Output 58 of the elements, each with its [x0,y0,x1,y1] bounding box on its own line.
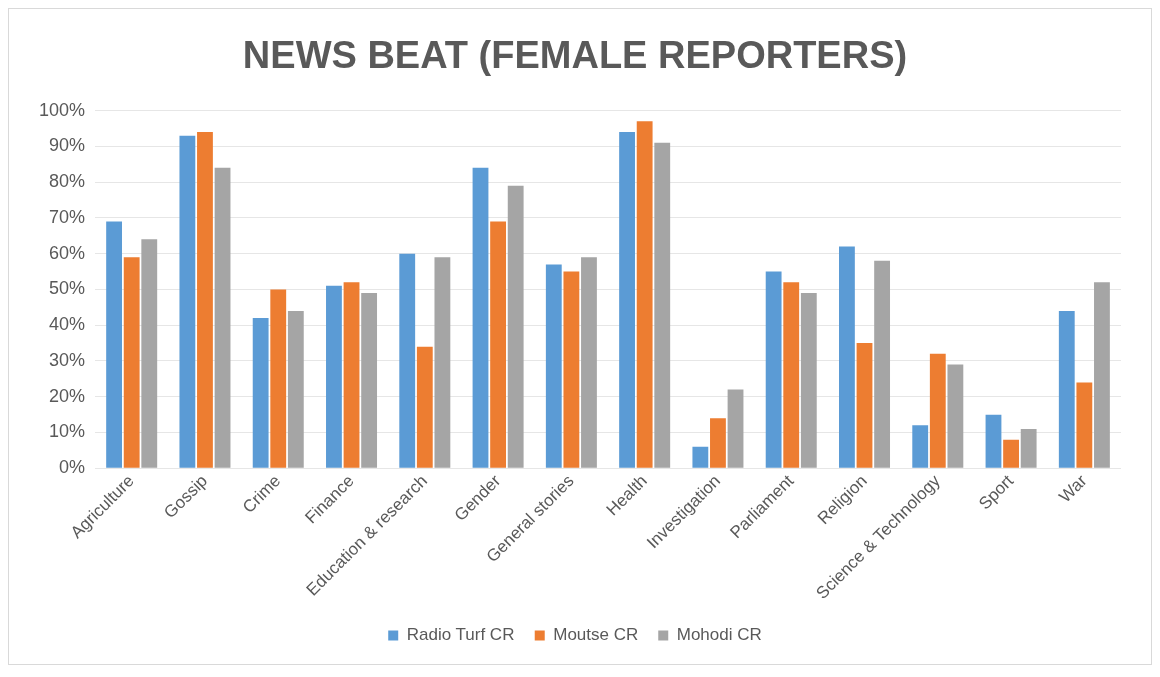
bar [783,282,800,468]
bar [1058,310,1075,468]
bar [472,167,489,468]
bar [123,257,140,468]
bar [490,221,507,468]
bar [581,257,597,468]
bar [800,293,817,468]
y-tick-label: 70% [49,206,86,227]
bar [856,343,873,468]
bar [434,257,451,468]
bar [710,418,726,468]
bar [1020,428,1037,468]
bar [619,132,635,468]
y-tick-label: 20% [49,385,86,406]
y-tick-label: 30% [49,349,86,370]
y-tick-label: 50% [49,278,86,299]
bar [874,260,891,468]
bar [141,239,158,468]
bar [1076,382,1093,468]
bar [326,285,342,468]
bar [545,264,562,468]
bar [343,282,360,468]
bar [252,318,269,468]
bar [654,142,671,468]
legend-label: Radio Turf CR [406,625,515,645]
bar [179,135,196,468]
bar [1003,439,1019,468]
y-tick-label: 10% [49,421,86,442]
bar [1094,282,1110,468]
y-tick-label: 100% [38,99,86,120]
bar [985,414,1002,468]
legend-label: Moutse CR [553,625,639,645]
bar [563,271,580,468]
bar [287,310,304,468]
bar [912,425,929,468]
bar [270,289,287,468]
bar [214,167,231,468]
x-tick-label: War [1055,470,1091,507]
bar [692,446,709,468]
bar [197,132,213,468]
bar [636,121,653,468]
chart-title: NEWS BEAT (FEMALE REPORTERS) [242,34,908,77]
bar [929,353,946,468]
y-tick-label: 80% [49,171,86,192]
bar [765,271,782,468]
bar [361,293,378,468]
y-tick-label: 0% [59,457,86,478]
bar [727,389,744,468]
bar [399,253,416,468]
bar [947,364,964,468]
bar [106,221,123,468]
bar [839,246,855,468]
y-tick-label: 60% [49,242,86,263]
y-tick-label: 40% [49,314,86,335]
y-tick-label: 90% [49,135,86,156]
bar [507,185,524,468]
legend-label: Mohodi CR [676,625,762,645]
bar [416,346,433,468]
